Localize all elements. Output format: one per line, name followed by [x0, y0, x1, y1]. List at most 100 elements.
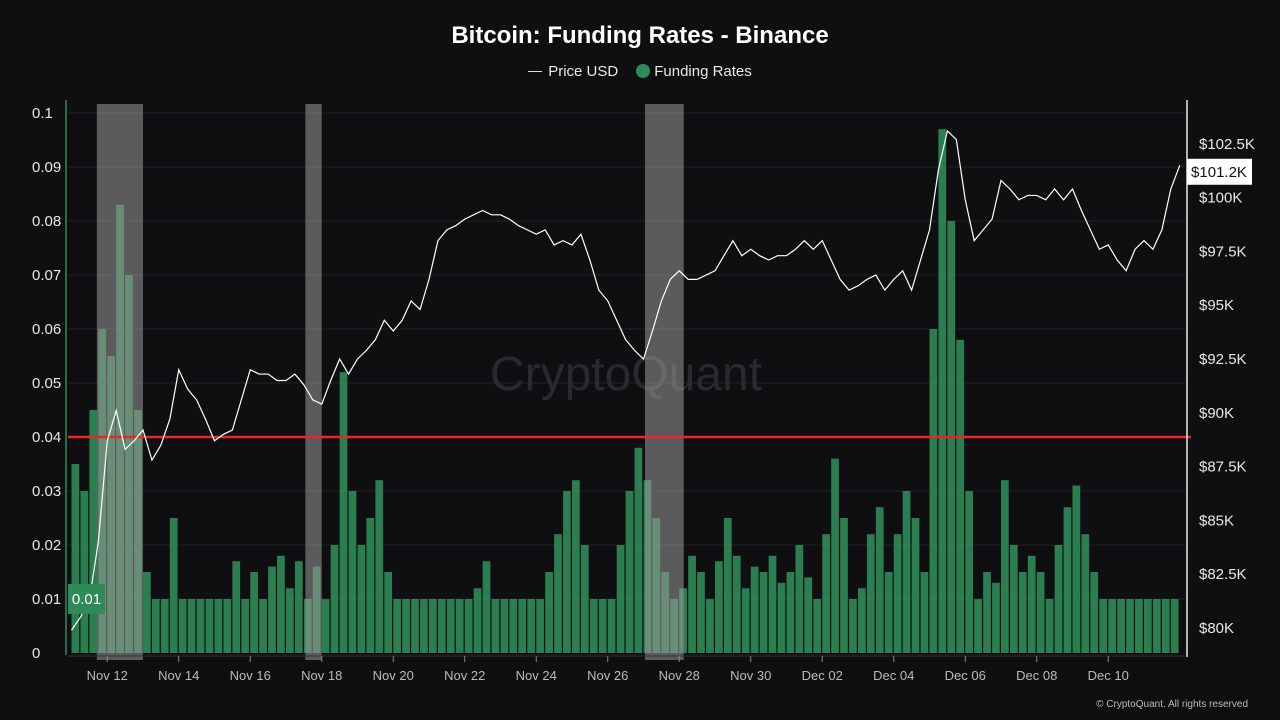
funding-bar	[1054, 545, 1063, 653]
y-left-tick-label: 0.04	[32, 429, 61, 446]
funding-bar	[974, 599, 982, 653]
funding-bar	[259, 599, 267, 653]
y-right-tick-label: $87.5K	[1199, 459, 1247, 476]
x-tick-label: Nov 28	[659, 668, 700, 683]
funding-bar	[491, 599, 500, 653]
funding-bar	[214, 599, 223, 653]
funding-bar	[697, 572, 705, 653]
y-right-tick-label: $80K	[1199, 620, 1234, 637]
funding-bar	[455, 599, 464, 653]
funding-bar	[750, 566, 759, 653]
x-tick-label: Dec 06	[945, 668, 986, 683]
funding-bar	[1018, 572, 1027, 653]
x-tick-label: Nov 30	[730, 668, 771, 683]
funding-bar	[160, 599, 169, 653]
y-right-tick-label: $100K	[1199, 190, 1242, 207]
funding-bar	[321, 599, 330, 653]
funding-bar	[446, 599, 455, 653]
funding-bar	[786, 572, 795, 653]
funding-bar	[151, 599, 160, 653]
funding-bar	[429, 599, 437, 653]
legend-funding-dot-icon	[636, 64, 651, 79]
funding-bar	[715, 561, 723, 653]
funding-bar	[1144, 599, 1152, 653]
legend-price-line-icon	[528, 70, 543, 72]
x-tick-label: Dec 02	[802, 668, 843, 683]
funding-bar	[1117, 599, 1125, 653]
price-line	[71, 129, 1181, 631]
funding-bar	[804, 577, 813, 653]
funding-bar	[1045, 599, 1054, 653]
x-tick-label: Nov 18	[301, 668, 342, 683]
funding-bar	[607, 599, 616, 653]
y-left-tick-label: 0.03	[32, 483, 61, 500]
funding-bar	[706, 599, 714, 653]
funding-bar	[232, 561, 241, 653]
funding-bar	[983, 572, 991, 653]
funding-bar	[759, 572, 768, 653]
funding-bar	[795, 545, 804, 653]
funding-bar	[589, 599, 598, 653]
funding-bar	[625, 491, 634, 653]
funding-bar	[902, 491, 911, 653]
funding-bar	[268, 566, 276, 653]
funding-bar	[518, 599, 527, 653]
funding-bar	[992, 582, 1000, 653]
y-right-tick-label: $90K	[1199, 405, 1234, 422]
y-right-tick-label: $82.5K	[1199, 566, 1247, 583]
funding-bar	[277, 555, 285, 653]
y-right-tick-label: $95K	[1199, 297, 1234, 314]
funding-bar	[858, 588, 866, 653]
y-left-tick-label: 0.02	[32, 537, 61, 554]
funding-bar	[500, 599, 509, 653]
funding-bar	[563, 491, 571, 653]
funding-bar	[1152, 599, 1161, 653]
funding-bar	[169, 518, 178, 653]
funding-bar	[1027, 555, 1036, 653]
funding-bar	[411, 599, 419, 653]
legend-price[interactable]: Price USD	[548, 62, 619, 80]
funding-bar	[536, 599, 544, 653]
funding-bar	[241, 599, 250, 653]
funding-bar	[187, 599, 196, 653]
funding-bar	[143, 572, 151, 653]
x-tick-label: Nov 16	[230, 668, 271, 683]
funding-bar	[178, 599, 187, 653]
funding-bar	[840, 518, 848, 653]
legend-funding[interactable]: Funding Rates	[654, 62, 752, 80]
funding-bar	[723, 518, 732, 653]
funding-bar	[777, 582, 786, 653]
current-funding-label: 0.01	[72, 591, 101, 608]
funding-bar	[554, 534, 562, 653]
highlight-region	[96, 104, 143, 660]
funding-bar	[473, 588, 482, 653]
funding-bar	[250, 572, 258, 653]
funding-bar	[1063, 507, 1072, 653]
funding-bar	[348, 491, 357, 653]
y-left-tick-label: 0.05	[32, 375, 61, 392]
y-right-tick-label: $102.5K	[1199, 136, 1255, 153]
funding-bar	[866, 534, 875, 653]
x-tick-label: Nov 12	[87, 668, 128, 683]
watermark: CryptoQuant	[490, 348, 762, 401]
y-left-tick-label: 0.06	[32, 321, 61, 338]
legend: Price USD Funding Rates	[0, 62, 1280, 80]
funding-bar	[437, 599, 446, 653]
chart-title: Bitcoin: Funding Rates - Binance	[451, 22, 829, 49]
funding-bar	[875, 507, 884, 653]
y-left-tick-label: 0.08	[32, 213, 61, 230]
y-right-tick-label: $92.5K	[1199, 351, 1247, 368]
funding-bar	[580, 545, 589, 653]
funding-bar	[911, 518, 920, 653]
copyright: © CryptoQuant. All rights reserved	[1096, 699, 1248, 710]
funding-bar	[402, 599, 410, 653]
x-tick-label: Nov 20	[373, 668, 414, 683]
funding-bar	[1090, 572, 1099, 653]
funding-bar	[1036, 572, 1045, 653]
funding-bar	[71, 464, 80, 653]
funding-bar	[1135, 599, 1143, 653]
funding-bar	[598, 599, 607, 653]
funding-bar	[616, 545, 625, 653]
highlight-region	[305, 104, 322, 660]
y-left-tick-label: 0.09	[32, 159, 61, 176]
